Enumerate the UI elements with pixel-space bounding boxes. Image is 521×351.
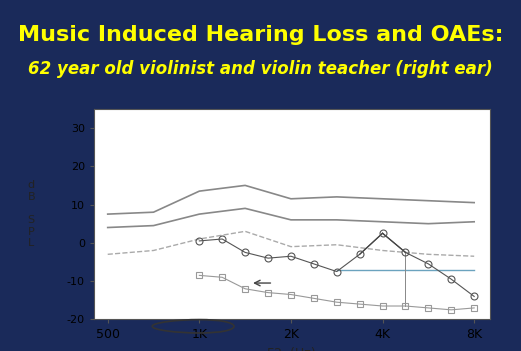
X-axis label: F2  (Hz): F2 (Hz) bbox=[267, 347, 316, 351]
Text: d
B
 
S
P
L: d B S P L bbox=[28, 180, 35, 248]
Text: 62 year old violinist and violin teacher (right ear): 62 year old violinist and violin teacher… bbox=[28, 60, 493, 78]
Text: Music Induced Hearing Loss and OAEs:: Music Induced Hearing Loss and OAEs: bbox=[18, 25, 503, 45]
